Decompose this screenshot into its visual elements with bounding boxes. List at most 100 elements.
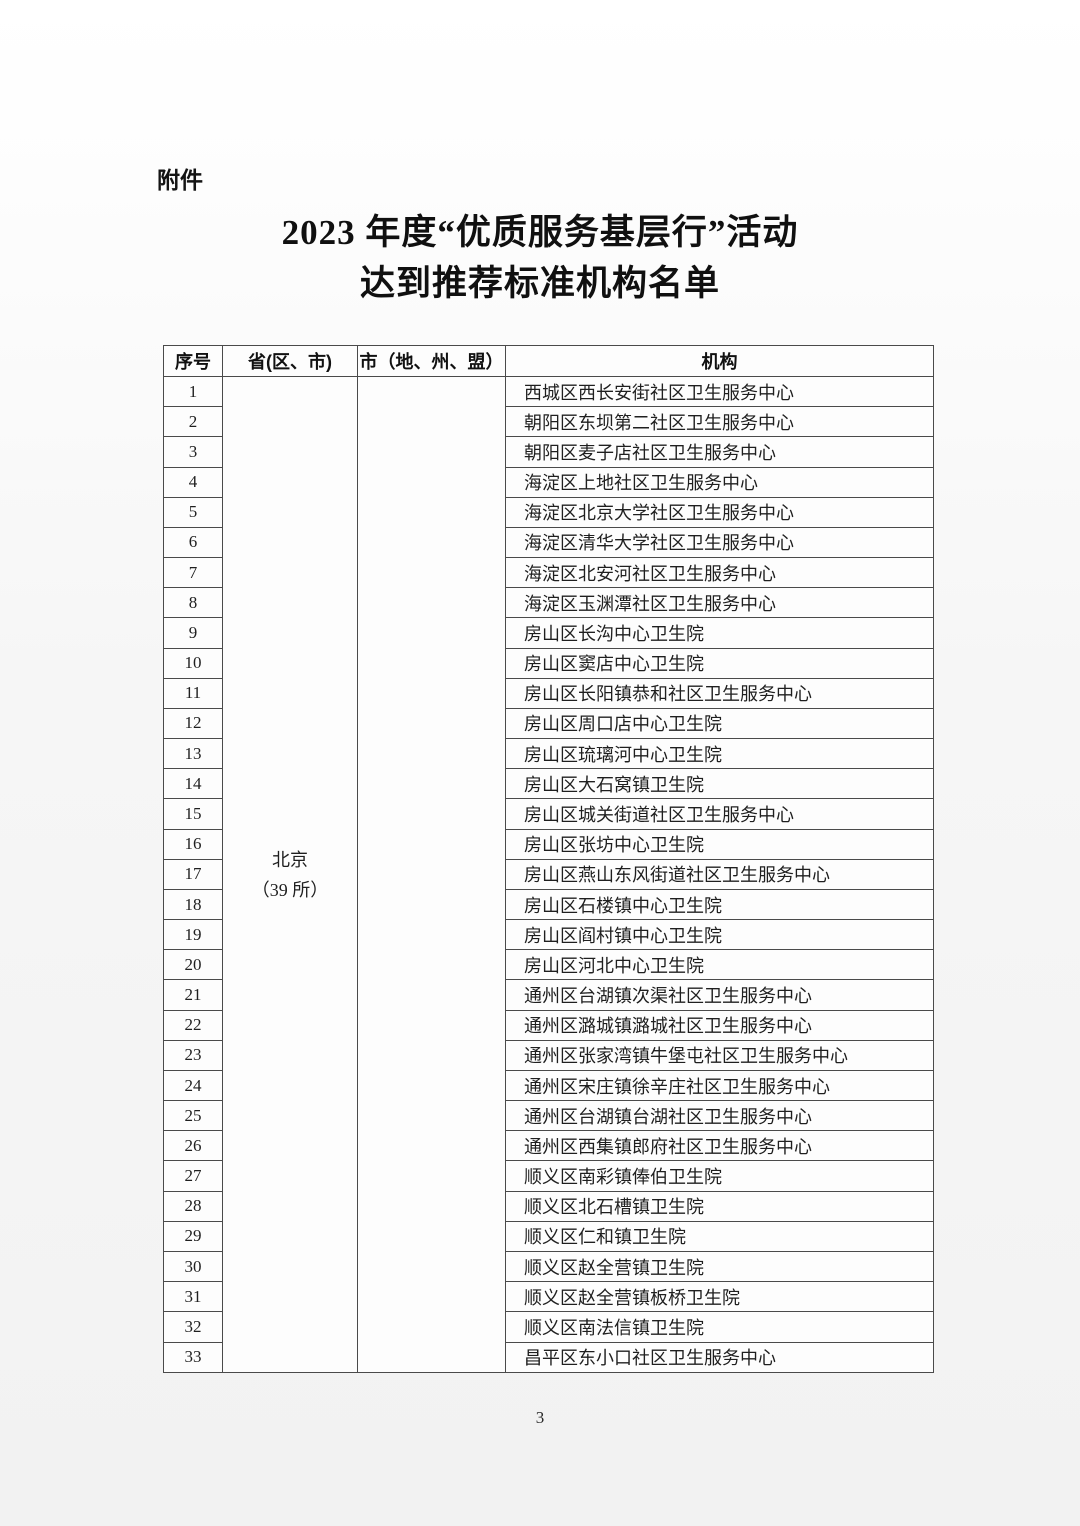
- row-number: 4: [163, 466, 223, 498]
- org-name: 房山区窦店中心卫生院: [505, 647, 934, 679]
- org-name: 西城区西长安街社区卫生服务中心: [505, 375, 934, 408]
- row-number: 2: [163, 406, 223, 438]
- row-number: 7: [163, 557, 223, 589]
- org-name: 通州区宋庄镇徐辛庄社区卫生服务中心: [505, 1069, 934, 1102]
- org-name: 房山区城关街道社区卫生服务中心: [505, 798, 934, 830]
- org-name: 房山区大石窝镇卫生院: [505, 768, 934, 800]
- row-number: 14: [163, 768, 223, 800]
- title-line-2: 达到推荐标准机构名单: [359, 264, 720, 303]
- row-number: 1: [163, 375, 223, 408]
- table-row: 4 海淀区上地社区卫生服务中心: [163, 466, 934, 498]
- table-row: 17 房山区燕山东风街道社区卫生服务中心: [163, 858, 934, 890]
- org-name: 顺义区北石槽镇卫生院: [505, 1190, 934, 1222]
- table-header: 序号 省(区、市) 市（地、州、盟） 机构: [163, 345, 934, 377]
- header-city: 市（地、州、盟）: [357, 345, 506, 377]
- org-name: 通州区台湖镇台湖社区卫生服务中心: [505, 1100, 934, 1132]
- row-number: 28: [163, 1190, 223, 1222]
- row-number: 10: [163, 647, 223, 679]
- attachment-label: 附件: [157, 167, 203, 193]
- table-row: 3 朝阳区麦子店社区卫生服务中心: [163, 436, 934, 468]
- row-number: 24: [163, 1069, 223, 1102]
- org-name: 海淀区上地社区卫生服务中心: [505, 466, 934, 498]
- row-number: 33: [163, 1341, 223, 1373]
- header-province: 省(区、市): [222, 345, 358, 377]
- row-number: 27: [163, 1160, 223, 1192]
- table-row: 19 房山区阎村镇中心卫生院: [163, 919, 934, 951]
- row-number: 23: [163, 1039, 223, 1071]
- title-line-1: 2023 年度“优质服务基层行”活动: [281, 213, 799, 252]
- table-row: 23 通州区张家湾镇牛堡屯社区卫生服务中心: [163, 1039, 934, 1071]
- org-name: 顺义区南彩镇俸伯卫生院: [505, 1160, 934, 1192]
- org-name: 房山区河北中心卫生院: [505, 949, 934, 981]
- row-number: 12: [163, 707, 223, 740]
- row-number: 16: [163, 828, 223, 860]
- org-name: 通州区潞城镇潞城社区卫生服务中心: [505, 1009, 934, 1041]
- org-name: 房山区周口店中心卫生院: [505, 707, 934, 740]
- row-number: 26: [163, 1130, 223, 1162]
- table-row: 7 海淀区北安河社区卫生服务中心: [163, 557, 934, 589]
- institutions-table: 序号 省(区、市) 市（地、州、盟） 机构 1 北京 （39 所） 西城区西长安街社区…: [163, 345, 934, 1373]
- table-row: 31 顺义区赵全营镇板桥卫生院: [163, 1281, 934, 1313]
- page-number: 3: [535, 1408, 545, 1427]
- table-row: 28 顺义区北石槽镇卫生院: [163, 1190, 934, 1222]
- row-number: 19: [163, 919, 223, 951]
- table-body: 1 北京 （39 所） 西城区西长安街社区卫生服务中心 2 朝阳区东坝第二社区卫生服务中心…: [163, 375, 934, 1373]
- table-row: 9 房山区长沟中心卫生院: [163, 617, 934, 649]
- org-name: 顺义区仁和镇卫生院: [505, 1220, 934, 1252]
- table-row: 5 海淀区北京大学社区卫生服务中心: [163, 496, 934, 528]
- org-name: 朝阳区东坝第二社区卫生服务中心: [505, 406, 934, 438]
- org-name: 通州区张家湾镇牛堡屯社区卫生服务中心: [505, 1039, 934, 1071]
- row-number: 8: [163, 587, 223, 619]
- org-name: 房山区石楼镇中心卫生院: [505, 888, 934, 921]
- row-number: 17: [163, 858, 223, 890]
- province-cell: 北京 （39 所）: [222, 376, 358, 1373]
- table-row: 15 房山区城关街道社区卫生服务中心: [163, 798, 934, 830]
- table-row: 29 顺义区仁和镇卫生院: [163, 1220, 934, 1252]
- header-org: 机构: [505, 345, 934, 377]
- table-row: 8 海淀区玉渊潭社区卫生服务中心: [163, 587, 934, 619]
- row-number: 31: [163, 1281, 223, 1313]
- table-row: 24 通州区宋庄镇徐辛庄社区卫生服务中心: [163, 1069, 934, 1102]
- org-name: 海淀区北京大学社区卫生服务中心: [505, 496, 934, 528]
- row-number: 5: [163, 496, 223, 528]
- row-number: 11: [163, 677, 223, 709]
- table-row: 16 房山区张坊中心卫生院: [163, 828, 934, 860]
- org-name: 房山区琉璃河中心卫生院: [505, 738, 934, 770]
- table-row: 21 通州区台湖镇次渠社区卫生服务中心: [163, 979, 934, 1011]
- row-number: 6: [163, 526, 223, 559]
- table-row: 26 通州区西集镇郎府社区卫生服务中心: [163, 1130, 934, 1162]
- table-row: 11 房山区长阳镇恭和社区卫生服务中心: [163, 677, 934, 709]
- org-name: 昌平区东小口社区卫生服务中心: [505, 1341, 934, 1373]
- table-row: 14 房山区大石窝镇卫生院: [163, 768, 934, 800]
- province-count: （39 所）: [251, 879, 329, 900]
- org-name: 顺义区赵全营镇卫生院: [505, 1250, 934, 1283]
- table-row: 20 房山区河北中心卫生院: [163, 949, 934, 981]
- org-name: 海淀区北安河社区卫生服务中心: [505, 557, 934, 589]
- table-row: 33 昌平区东小口社区卫生服务中心: [163, 1341, 934, 1373]
- table-row: 32 顺义区南法信镇卫生院: [163, 1311, 934, 1343]
- org-name: 通州区西集镇郎府社区卫生服务中心: [505, 1130, 934, 1162]
- table-row: 18 房山区石楼镇中心卫生院: [163, 888, 934, 921]
- row-number: 9: [163, 617, 223, 649]
- row-number: 30: [163, 1250, 223, 1283]
- row-number: 13: [163, 738, 223, 770]
- org-name: 房山区长阳镇恭和社区卫生服务中心: [505, 677, 934, 709]
- row-number: 15: [163, 798, 223, 830]
- org-name: 房山区张坊中心卫生院: [505, 828, 934, 860]
- table-row: 6 海淀区清华大学社区卫生服务中心: [163, 526, 934, 559]
- row-number: 29: [163, 1220, 223, 1252]
- header-index: 序号: [163, 345, 223, 377]
- document-title: 2023 年度“优质服务基层行”活动 达到推荐标准机构名单: [0, 207, 1080, 309]
- org-name: 房山区长沟中心卫生院: [505, 617, 934, 649]
- table-row: 22 通州区潞城镇潞城社区卫生服务中心: [163, 1009, 934, 1041]
- org-name: 房山区阎村镇中心卫生院: [505, 919, 934, 951]
- org-name: 朝阳区麦子店社区卫生服务中心: [505, 436, 934, 468]
- province-name: 北京: [272, 849, 308, 870]
- city-cell: [357, 376, 506, 1373]
- org-name: 海淀区清华大学社区卫生服务中心: [505, 526, 934, 559]
- row-number: 18: [163, 888, 223, 921]
- org-name: 顺义区南法信镇卫生院: [505, 1311, 934, 1343]
- row-number: 20: [163, 949, 223, 981]
- row-number: 32: [163, 1311, 223, 1343]
- table-row: 30 顺义区赵全营镇卫生院: [163, 1250, 934, 1283]
